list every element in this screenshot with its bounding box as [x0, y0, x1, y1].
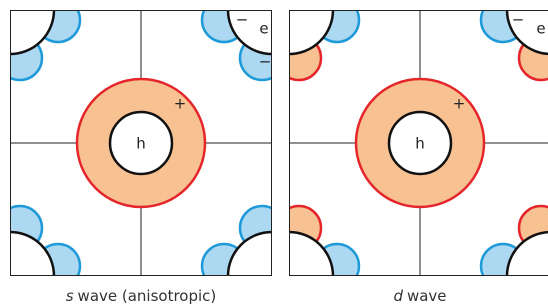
figure: h + e − − swave (anisotropic) h + e − dw… — [0, 0, 548, 307]
caption-rest: wave — [407, 287, 447, 305]
caption-rest: wave (anisotropic) — [78, 287, 217, 305]
ring-sign: + — [453, 95, 466, 113]
d-wave-panel — [245, 0, 548, 307]
ring-sign: + — [174, 95, 187, 113]
corner-sign: − — [259, 53, 272, 71]
caption-italic: d — [393, 287, 403, 305]
corner-sign: − — [236, 11, 249, 29]
corner-label: e — [536, 20, 545, 38]
s-wave-panel — [0, 0, 316, 307]
center-label: h — [136, 135, 146, 153]
caption-italic: s — [66, 287, 74, 305]
corner-sign: − — [512, 11, 525, 29]
corner-label: e — [259, 20, 268, 38]
center-label: h — [415, 135, 425, 153]
